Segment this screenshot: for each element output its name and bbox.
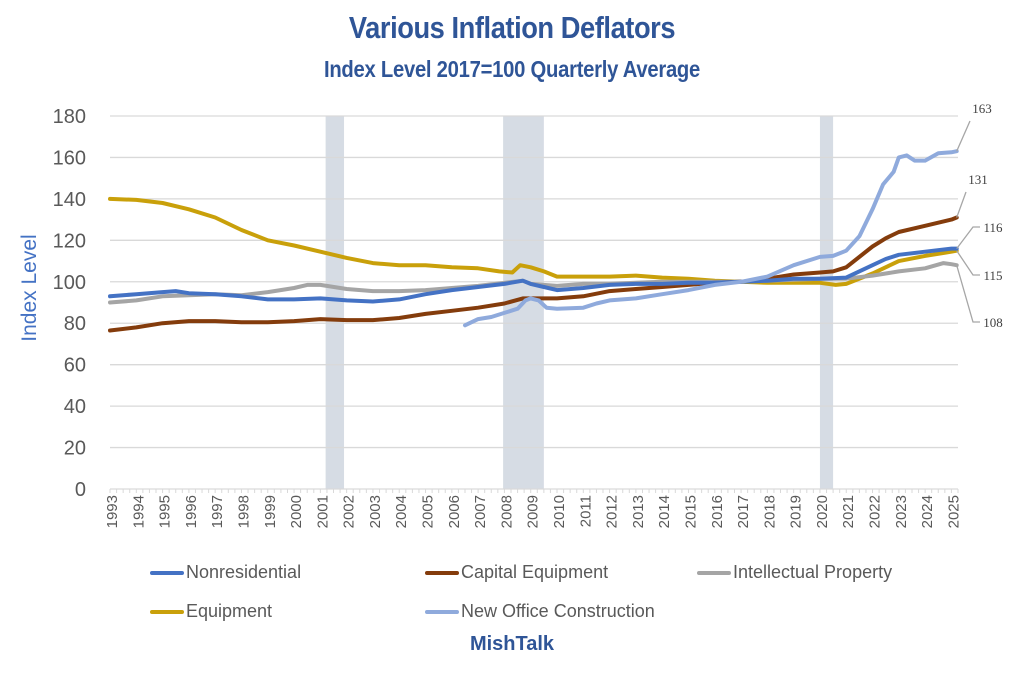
legend-label: Equipment	[186, 601, 273, 621]
x-tick-label: 2004	[393, 495, 410, 528]
x-tick-label: 2008	[498, 495, 515, 528]
legend-label: New Office Construction	[461, 601, 655, 621]
x-tick-label: 2024	[919, 495, 936, 528]
annotation-leader-line	[956, 191, 967, 218]
y-tick-label: 0	[75, 479, 86, 501]
annotation-leader-line	[956, 120, 971, 152]
legend-label: Intellectual Property	[733, 562, 893, 582]
annotation-leader-line	[956, 265, 980, 323]
x-tick-label: 2020	[814, 495, 831, 528]
x-tick-label: 2016	[709, 495, 726, 528]
x-tick-label: 2007	[472, 495, 489, 528]
x-tick-label: 2012	[604, 495, 621, 528]
annotation-label: 116	[983, 220, 1003, 235]
x-tick-label: 2005	[420, 495, 437, 528]
legend-swatch-nonresidential	[150, 570, 184, 575]
x-tick-label: 2010	[551, 495, 568, 528]
source-label: MishTalk	[469, 633, 555, 655]
annotation-label: 115	[983, 268, 1002, 283]
x-tick-label: 2000	[288, 495, 305, 528]
legend-label: Nonresidential	[186, 562, 302, 582]
x-tick-label: 1993	[104, 495, 121, 528]
y-tick-label: 80	[64, 313, 86, 335]
x-tick-label: 2025	[945, 495, 962, 528]
series-line-new-office-construction	[463, 149, 959, 328]
x-tick-label: 1998	[235, 495, 252, 528]
x-tick-label: 1997	[209, 495, 226, 528]
y-tick-label: 100	[53, 272, 86, 294]
legend-swatch-new-office-construction	[425, 609, 459, 614]
annotation-label: 131	[968, 172, 988, 187]
x-tick-label: 1994	[130, 495, 147, 528]
x-tick-label: 2006	[446, 495, 463, 528]
chart-title: Various Inflation Deflators	[348, 10, 676, 45]
y-tick-label: 40	[64, 396, 86, 418]
x-tick-label: 2013	[630, 495, 647, 528]
x-tick-label: 2014	[656, 495, 673, 528]
x-tick-label: 2018	[761, 495, 778, 528]
x-tick-label: 2023	[893, 495, 910, 528]
x-tick-label: 2002	[341, 495, 358, 528]
legend-item-nonresidential[interactable]: Nonresidential	[150, 562, 301, 583]
series-line-equipment	[108, 196, 959, 287]
y-tick-label: 20	[64, 438, 86, 460]
recession-band	[819, 116, 834, 489]
annotation-label: 108	[983, 315, 1003, 330]
legend-label: Capital Equipment	[461, 562, 609, 582]
legend-item-intellectual-property[interactable]: Intellectual Property	[697, 562, 892, 583]
legend-item-new-office-construction[interactable]: New Office Construction	[425, 601, 655, 622]
legend-item-equipment[interactable]: Equipment	[150, 601, 272, 622]
x-tick-label: 2022	[867, 495, 884, 528]
x-tick-label: 2019	[788, 495, 805, 528]
x-tick-label: 1999	[262, 495, 279, 528]
y-tick-label: 120	[53, 230, 86, 252]
series-line-nonresidential	[108, 246, 959, 304]
legend-swatch-intellectual-property	[697, 570, 731, 575]
x-tick-label: 2011	[577, 495, 594, 527]
y-tick-label: 180	[53, 106, 86, 128]
x-tick-label: 2015	[682, 495, 699, 528]
series-line-capital-equipment	[108, 215, 959, 333]
recession-band	[325, 116, 345, 489]
annotation-label: 163	[972, 101, 992, 116]
y-tick-label: 60	[64, 355, 86, 377]
y-tick-label: 140	[53, 189, 86, 211]
legend-swatch-equipment	[150, 609, 184, 614]
x-tick-label: 2017	[735, 495, 752, 528]
x-tick-label: 2009	[525, 495, 542, 528]
legend-swatch-capital-equipment	[425, 570, 459, 575]
x-tick-label: 1996	[183, 495, 200, 528]
chart-subtitle: Index Level 2017=100 Quarterly Average	[323, 56, 701, 82]
annotation-leader-line	[956, 226, 980, 250]
x-tick-label: 2021	[840, 495, 857, 528]
x-tick-label: 1995	[157, 495, 174, 528]
legend-item-capital-equipment[interactable]: Capital Equipment	[425, 562, 608, 583]
x-tick-label: 2001	[314, 495, 331, 528]
annotation-leader-line	[956, 250, 980, 276]
y-tick-label: 160	[53, 147, 86, 169]
x-tick-label: 2003	[367, 495, 384, 528]
